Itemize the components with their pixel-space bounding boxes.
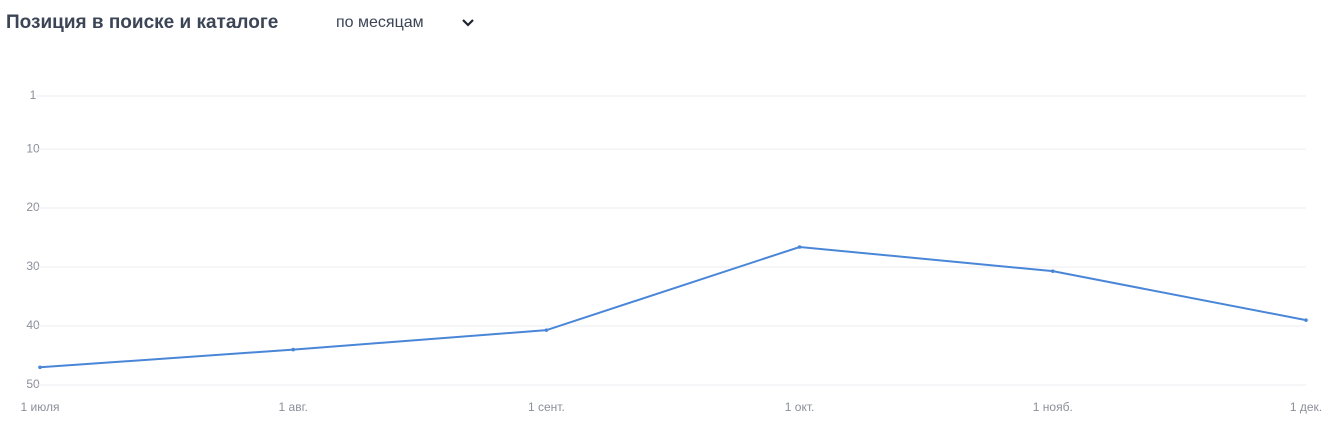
x-tick-label: 1 июля [21,400,60,414]
point [291,347,296,352]
x-tick-label: 1 окт. [785,400,815,414]
y-tick-label: 1 [30,88,37,102]
y-tick-label: 10 [26,141,40,155]
chevron-icon[interactable] [462,19,474,27]
y-tick-label: 50 [26,377,40,391]
point [1304,318,1308,322]
y-tick-label: 20 [26,200,40,214]
y-tick-label: 40 [26,318,40,332]
x-tick-label: 1 сент. [528,400,565,414]
line [39,245,1307,369]
x-tick-label: 1 нояб. [1033,400,1073,414]
point [544,328,549,332]
chart-title: Позиция в поиске и каталоге [6,12,278,33]
point [797,245,802,249]
period-select[interactable]: по месяцам [336,14,424,31]
x-tick-label: 1 дек. [1290,400,1322,414]
point [1051,269,1055,273]
period-dropdown[interactable]: по месяцам [336,14,474,31]
y-tick-label: 30 [26,259,40,273]
point [38,365,42,370]
x-tick-label: 1 авг. [279,400,308,414]
